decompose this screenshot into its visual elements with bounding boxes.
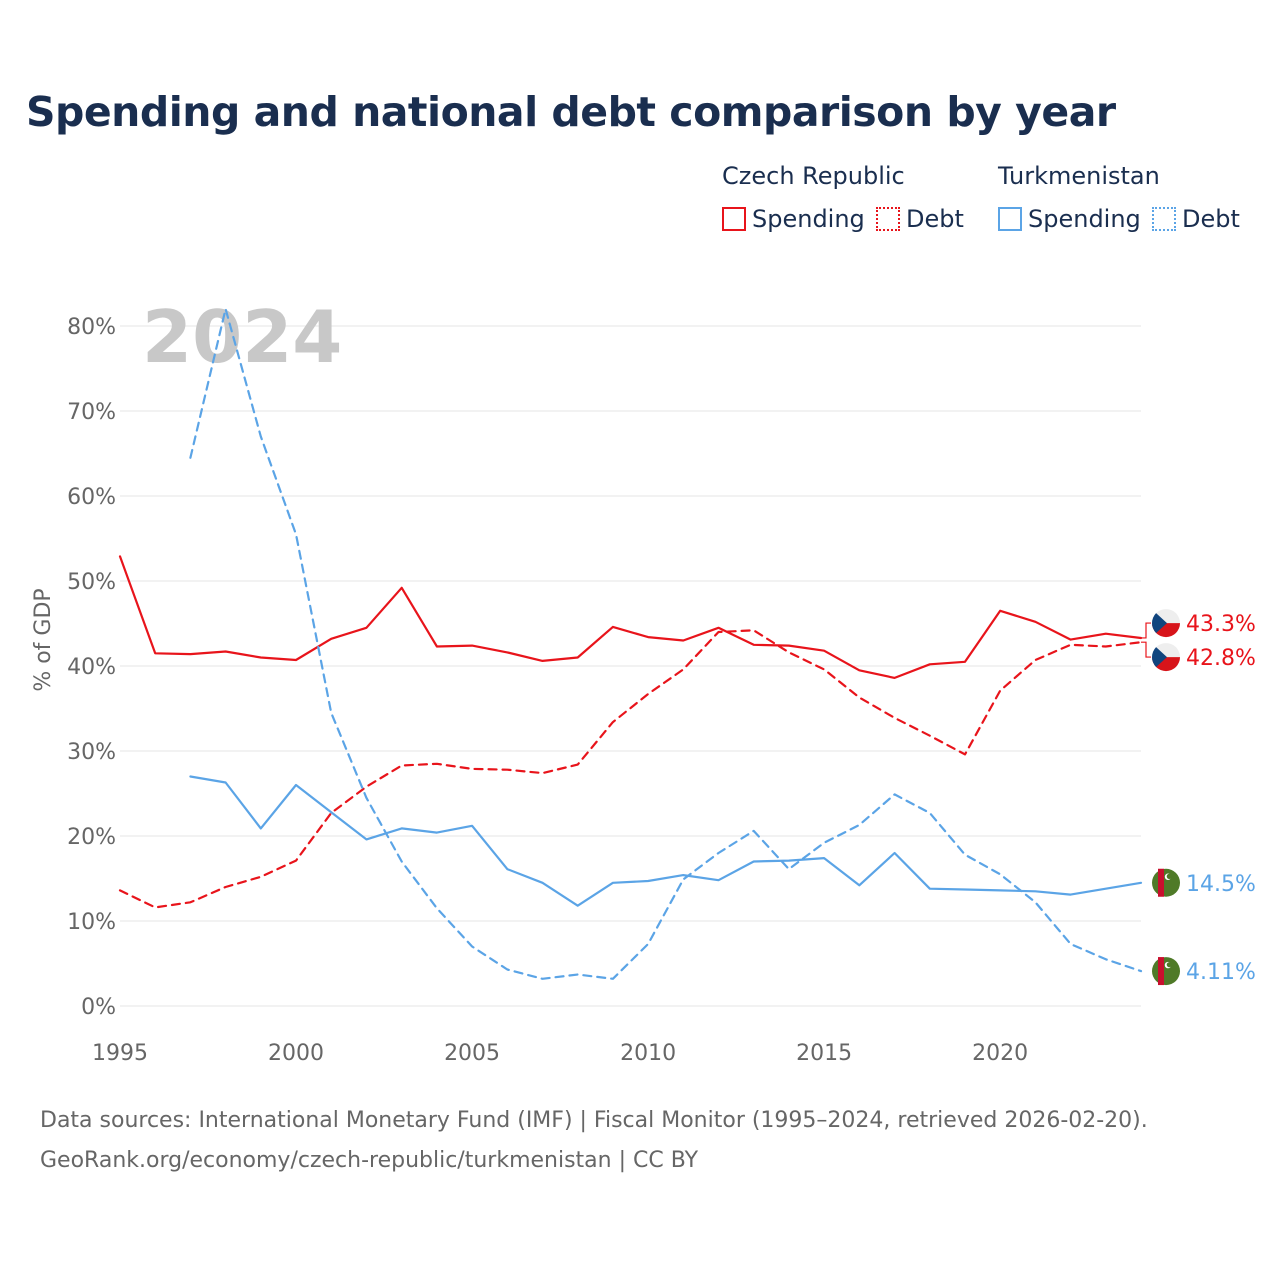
series-line-tm-debt — [189, 307, 1143, 980]
y-tick-label: 30% — [67, 740, 116, 765]
flag-crescent-cut — [1166, 873, 1172, 879]
series-lines — [118, 307, 1143, 980]
legend-label: Spending — [1028, 205, 1141, 233]
flag-tm-icon — [1152, 957, 1180, 986]
y-tick-label: 70% — [67, 400, 116, 425]
x-tick-label: 2015 — [796, 1041, 852, 1066]
y-tick-label: 20% — [67, 825, 116, 850]
label-bracket — [1141, 622, 1151, 658]
y-tick-label: 50% — [67, 570, 116, 595]
flag-blue-triangle — [1151, 613, 1167, 633]
legend-turkmenistan-spending[interactable]: Spending — [998, 204, 1141, 234]
end-value-label: 4.11% — [1186, 960, 1256, 985]
legend-czech-debt[interactable]: Debt — [876, 204, 964, 234]
grid-lines — [120, 325, 1141, 1007]
legend-swatch-dotted-red — [876, 207, 900, 231]
flag-cz-icon — [1151, 609, 1180, 638]
x-tick-label: 2000 — [268, 1041, 324, 1066]
line-chart: 2024 % of GDP 0%10%20%30%40%50%60%70%80%… — [31, 295, 1256, 1066]
end-value-label: 43.3% — [1186, 612, 1256, 637]
y-axis-label: % of GDP — [31, 588, 56, 691]
series-line-cz-debt — [118, 629, 1143, 909]
flag-crescent-cut — [1166, 962, 1172, 968]
y-tick-label: 40% — [67, 655, 116, 680]
end-markers: 43.3% 42.8% 14.5% 4.11% — [1151, 609, 1256, 986]
legend-label: Debt — [1182, 205, 1240, 233]
end-value-label: 42.8% — [1186, 646, 1256, 671]
y-tick-label: 80% — [67, 315, 116, 340]
flag-green-field — [1152, 868, 1180, 897]
legend-country-turkmenistan: Turkmenistan — [998, 162, 1160, 190]
legend-swatch-solid-blue — [998, 207, 1022, 231]
y-axis-ticks: 0% 10% 20% 30% 40% 50% 60% 70% 80% — [67, 315, 116, 1020]
flag-red-stripe — [1158, 868, 1164, 897]
x-axis-ticks: 1995 2000 2005 2010 2015 2020 — [92, 1041, 1028, 1066]
source-line-2[interactable]: GeoRank.org/economy/czech-republic/turkm… — [40, 1148, 699, 1173]
legend-turkmenistan-debt[interactable]: Debt — [1152, 204, 1240, 234]
flag-green-field — [1152, 957, 1180, 986]
y-tick-label: 10% — [67, 910, 116, 935]
label-connector — [1141, 641, 1151, 658]
x-tick-label: 2020 — [972, 1041, 1028, 1066]
legend-country-czech: Czech Republic — [722, 162, 905, 190]
x-tick-label: 2010 — [620, 1041, 676, 1066]
legend-label: Spending — [752, 205, 865, 233]
flag-red-stripe — [1158, 957, 1164, 986]
end-value-label: 14.5% — [1186, 872, 1256, 897]
y-tick-label: 0% — [81, 995, 116, 1020]
flag-cz-icon — [1151, 643, 1180, 672]
x-tick-label: 2005 — [444, 1041, 500, 1066]
label-connector — [1141, 622, 1151, 639]
flag-blue-triangle — [1151, 647, 1167, 667]
flag-tm-icon — [1152, 868, 1180, 897]
page-title: Spending and national debt comparison by… — [26, 88, 1116, 136]
legend-czech-spending[interactable]: Spending — [722, 204, 865, 234]
legend-swatch-dotted-blue — [1152, 207, 1176, 231]
series-line-cz-spending — [118, 555, 1143, 679]
series-line-tm-spending — [189, 775, 1143, 907]
legend-swatch-solid-red — [722, 207, 746, 231]
y-tick-label: 60% — [67, 485, 116, 510]
source-line-1: Data sources: International Monetary Fun… — [40, 1108, 1148, 1133]
legend-label: Debt — [906, 205, 964, 233]
x-tick-label: 1995 — [92, 1041, 148, 1066]
